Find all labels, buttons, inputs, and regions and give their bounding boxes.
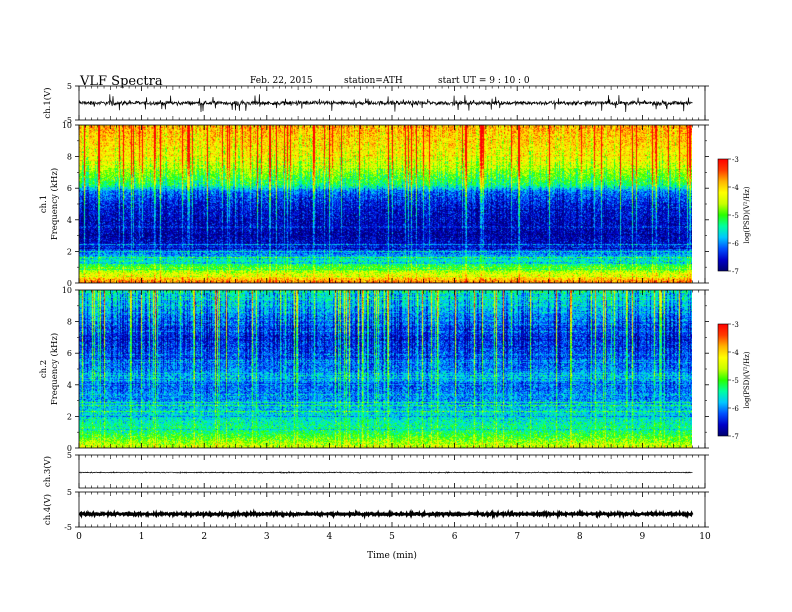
y-tick-label: 8 — [67, 318, 72, 327]
y-axis-label: ch.1(V) — [42, 87, 53, 118]
colorbar-scale — [717, 158, 729, 272]
y-axis-label: Frequency (kHz) — [49, 333, 60, 405]
ch2-spectrogram-colorbar: -3 -4 -5 -6 -7 log(PSD)(V²/Hz) — [717, 321, 751, 441]
x-tick-label: 10 — [699, 532, 711, 542]
colorbar-tick-label: -3 — [732, 321, 739, 329]
y-tick-label: 8 — [67, 153, 72, 162]
x-tick-label: 8 — [577, 532, 583, 542]
colorbar-tick-label: -7 — [732, 433, 739, 441]
x-axis-label: Time (min) — [367, 550, 417, 561]
y-axis-label: ch.1 — [39, 195, 49, 213]
header-station: station=ATH — [344, 76, 403, 86]
y-axis-label: ch.2 — [39, 360, 49, 378]
x-tick-label: 3 — [264, 532, 270, 542]
y-tick-label: 5 — [67, 451, 72, 460]
colorbar-tick-label: -5 — [732, 212, 739, 220]
figure-title: VLF Spectra — [79, 74, 163, 89]
y-tick-label: 10 — [62, 286, 72, 295]
x-tick-label: 2 — [201, 532, 207, 542]
colorbar-scale — [717, 323, 729, 437]
colorbar-tick-label: -5 — [732, 377, 739, 385]
y-tick-label: -5 — [64, 523, 72, 532]
colorbar-tick-label: -7 — [732, 268, 739, 276]
y-tick-label: 6 — [67, 349, 72, 358]
x-tick-label: 0 — [76, 532, 82, 542]
y-tick-label: -5 — [64, 116, 72, 125]
y-tick-label: 4 — [67, 216, 72, 225]
y-tick-label: 0 — [67, 444, 72, 453]
colorbar-tick-label: -4 — [732, 184, 739, 192]
ch4-waveform-frame — [78, 491, 706, 528]
x-tick-label: 5 — [389, 532, 395, 542]
y-tick-label: 0 — [67, 279, 72, 288]
colorbar-label: log(PSD)(V²/Hz) — [743, 186, 751, 243]
y-tick-label: 6 — [67, 184, 72, 193]
colorbar-label: log(PSD)(V²/Hz) — [743, 351, 751, 408]
ch1-spectrogram-panel: -3 -4 -5 -6 -7 log(PSD)(V²/Hz) 0 2 4 6 8 10 ch.1 Freq… — [39, 121, 751, 288]
colorbar-tick-label: -3 — [732, 156, 739, 164]
y-tick-label: 5 — [67, 488, 72, 497]
x-tick-label: 1 — [139, 532, 145, 542]
header-start-ut: start UT = 9 : 10 : 0 — [438, 76, 530, 86]
y-axis-label: Frequency (kHz) — [49, 168, 60, 240]
ch1-waveform-trace — [78, 94, 693, 113]
ch2-spectrogram-panel: -3 -4 -5 -6 -7 log(PSD)(V²/Hz) 0 2 4 6 8 10 ch.2 Freq… — [39, 286, 751, 453]
ch1-spectrogram-image — [79, 125, 692, 283]
header-date: Feb. 22, 2015 — [250, 76, 313, 86]
y-tick-label: 5 — [67, 82, 72, 91]
x-tick-label: 9 — [640, 532, 646, 542]
y-tick-label: 10 — [62, 121, 72, 130]
colorbar-tick-label: -4 — [732, 349, 739, 357]
ch2-spectrogram-image — [79, 290, 692, 448]
ch4-waveform-panel: 5 -5 0 1 2 3 4 5 6 7 8 9 10 ch.4(V) — [42, 488, 711, 542]
ch4-waveform-trace — [78, 508, 694, 520]
y-tick-label: 4 — [67, 381, 72, 390]
ch3-waveform-panel: 5 ch.3(V) — [42, 451, 709, 489]
y-axis-label: ch.3(V) — [42, 456, 53, 487]
ch1-waveform-panel: 5 -5 ch.1(V) — [42, 82, 709, 125]
y-tick-label: 2 — [67, 412, 72, 421]
colorbar-tick-label: -6 — [732, 405, 739, 413]
x-tick-label: 6 — [452, 532, 458, 542]
ch1-spectrogram-colorbar: -3 -4 -5 -6 -7 log(PSD)(V²/Hz) — [717, 156, 751, 276]
x-tick-label: 7 — [514, 532, 520, 542]
y-tick-label: 2 — [67, 247, 72, 256]
y-axis-label: ch.4(V) — [42, 494, 53, 525]
x-tick-label: 4 — [327, 532, 333, 542]
ch3-waveform-trace — [79, 470, 693, 474]
colorbar-tick-label: -6 — [732, 240, 739, 248]
